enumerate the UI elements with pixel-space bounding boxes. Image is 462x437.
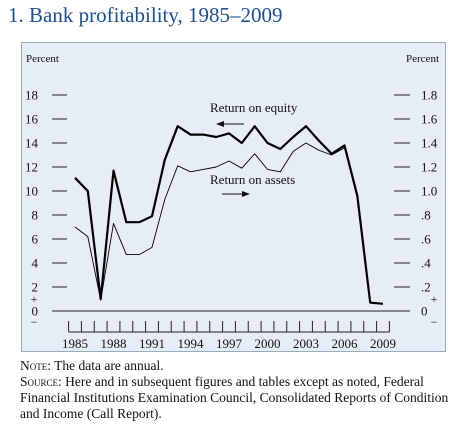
x-tick-label: 1994 — [178, 336, 205, 351]
x-tick-label: 2009 — [370, 336, 396, 351]
left-tick-label: 14 — [25, 136, 39, 151]
left-tick-label: 18 — [25, 88, 38, 103]
series-group — [74, 125, 384, 305]
right-tick-label: .8 — [421, 208, 431, 223]
x-tick-label: 1997 — [216, 336, 243, 351]
left-plus-sign: + — [31, 292, 38, 306]
right-tick-label: .6 — [421, 232, 431, 247]
right-plus-sign: + — [431, 292, 438, 306]
left-tick-label: 2 — [32, 280, 39, 295]
left-tick-label: 8 — [32, 208, 39, 223]
right-minus-sign: − — [431, 315, 438, 329]
left-minus-sign: − — [31, 315, 38, 329]
right-axis-unit: Percent — [406, 53, 439, 65]
source-label: Source: — [20, 374, 62, 389]
right-tick-label: 0 — [421, 304, 428, 319]
right-tick-label: 1.8 — [421, 88, 437, 103]
plot-panel — [21, 42, 446, 352]
note-line: Note: The data are annual. — [20, 358, 450, 374]
figure-notes: Note: The data are annual. Source: Here … — [20, 358, 450, 422]
annotation-return-on-equity: Return on equity — [210, 100, 298, 115]
left-tick-label: 16 — [25, 112, 39, 127]
arrow-left-icon — [216, 121, 224, 127]
arrow-right-icon — [242, 191, 250, 197]
left-tick-label: 10 — [25, 184, 38, 199]
left-tick-label: 0 — [32, 304, 39, 319]
x-tick-label: 1985 — [62, 336, 88, 351]
left-axis-unit: Percent — [26, 53, 59, 65]
left-tick-label: 6 — [32, 232, 39, 247]
left-tick-label: 4 — [32, 256, 39, 271]
right-tick-label: .4 — [421, 256, 431, 271]
note-text: The data are annual. — [54, 358, 164, 373]
annotations-group: Return on equity Return on assets — [210, 100, 298, 197]
x-tick-label: 2006 — [332, 336, 359, 351]
source-line: Source: Here and in subsequent figures a… — [20, 374, 450, 422]
axes-group: 18 1.816 1.614 1.412 1.210 1.08.86.64.42.20 0+… — [25, 88, 438, 352]
right-tick-label: 1.4 — [421, 136, 438, 151]
right-tick-label: 1.6 — [421, 112, 438, 127]
left-tick-label: 12 — [25, 160, 38, 175]
x-tick-label: 1991 — [139, 336, 165, 351]
source-text: Here and in subsequent figures and table… — [20, 374, 449, 421]
figure-title: 1. Bank profitability, 1985–2009 — [8, 3, 283, 27]
right-tick-label: 1.2 — [421, 160, 437, 175]
right-tick-label: 1.0 — [421, 184, 437, 199]
series-line-return-on-assets — [74, 142, 384, 305]
x-tick-label: 2000 — [255, 336, 281, 351]
right-tick-label: .2 — [421, 280, 431, 295]
x-tick-label: 1988 — [101, 336, 127, 351]
note-label: Note: — [20, 358, 51, 373]
x-tick-label: 2003 — [293, 336, 319, 351]
annotation-return-on-assets: Return on assets — [210, 172, 295, 187]
series-line-return-on-equity — [74, 125, 384, 305]
